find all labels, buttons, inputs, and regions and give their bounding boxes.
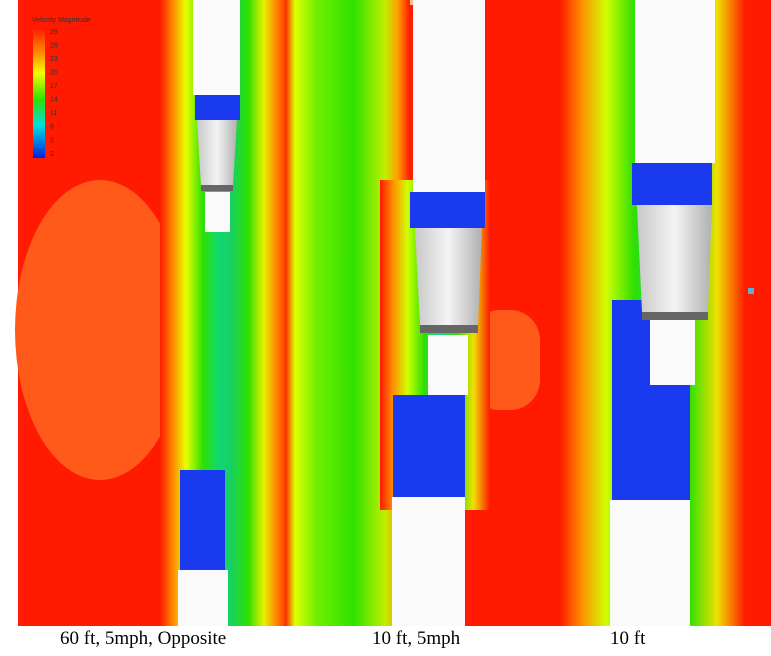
legend-level: 2 — [50, 151, 54, 158]
vehicle — [197, 120, 237, 186]
vehicle — [193, 0, 240, 95]
legend-level: 20 — [50, 70, 58, 77]
caption: 10 ft, 5mph — [372, 628, 460, 650]
vehicle — [610, 500, 690, 626]
vehicle — [635, 0, 715, 163]
vehicle — [650, 320, 695, 385]
vehicle — [637, 205, 712, 312]
low-velocity-zone — [632, 163, 712, 205]
vehicle — [205, 192, 230, 232]
vehicle — [428, 335, 468, 395]
low-velocity-zone — [195, 95, 240, 120]
legend-level: 5 — [50, 137, 54, 144]
legend-level: 29 — [50, 29, 58, 36]
legend-level: 14 — [50, 97, 58, 104]
vehicle — [413, 0, 485, 192]
vehicle — [178, 570, 228, 626]
caption: 10 ft — [610, 628, 645, 650]
vehicle — [415, 228, 482, 325]
legend-level: 17 — [50, 83, 58, 90]
legend-level: 26 — [50, 42, 58, 49]
velocity-contour: Velocity Magnitude 29 26 23 20 17 14 11 8 5 2 — [0, 0, 771, 626]
legend-colorbar — [33, 28, 45, 158]
vehicle — [392, 497, 465, 626]
low-velocity-zone — [410, 192, 485, 228]
vehicle — [642, 312, 708, 320]
legend-level: 23 — [50, 56, 58, 63]
legend-title: Velocity Magnitude — [32, 17, 91, 24]
legend-level: 11 — [50, 110, 57, 117]
vehicle — [420, 325, 478, 333]
low-velocity-zone — [180, 470, 225, 570]
wake-region — [15, 180, 185, 480]
vehicle — [201, 185, 233, 191]
marker — [748, 288, 754, 294]
legend-level: 8 — [50, 124, 54, 131]
caption: 60 ft, 5mph, Opposite — [60, 628, 226, 650]
screenshot: Velocity Magnitude 29 26 23 20 17 14 11 8 5 2 60 … — [0, 0, 771, 656]
low-velocity-zone — [393, 395, 465, 497]
